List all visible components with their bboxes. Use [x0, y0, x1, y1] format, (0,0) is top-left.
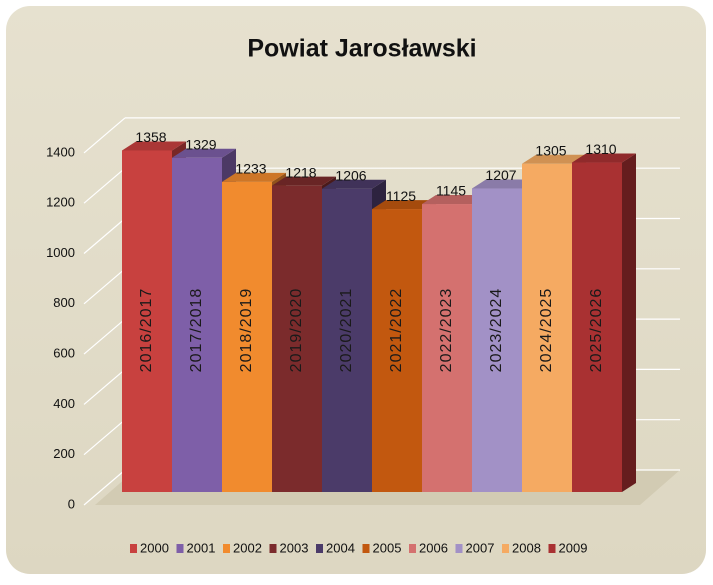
category-label: 2025/2026 [588, 288, 605, 373]
bar-side [622, 153, 636, 492]
category-label: 2016/2017 [138, 288, 155, 373]
y-tick-label: 200 [53, 446, 75, 461]
bar-top [272, 176, 336, 186]
legend-swatch [130, 544, 137, 553]
bar-top [422, 195, 486, 205]
value-label: 1207 [485, 167, 516, 183]
y-tick-label: 1400 [46, 144, 75, 159]
bar [272, 185, 322, 492]
category-label: 2020/2021 [338, 288, 355, 373]
legend-swatch [223, 544, 230, 553]
bar-top [322, 179, 386, 189]
category-label: 2017/2018 [188, 288, 205, 373]
legend-label: 2004 [326, 540, 355, 555]
bar [172, 157, 222, 492]
category-label: 2021/2022 [388, 288, 405, 373]
grid-line [83, 419, 126, 456]
bar [222, 181, 272, 492]
value-label: 1358 [135, 129, 166, 145]
y-tick-label: 400 [53, 396, 75, 411]
legend-swatch [409, 544, 416, 553]
value-label: 1218 [285, 164, 316, 180]
y-tick-label: 1200 [46, 195, 75, 210]
bar-top [372, 200, 436, 210]
y-tick-label: 800 [53, 295, 75, 310]
value-label: 1233 [235, 161, 266, 177]
legend-swatch [455, 544, 463, 553]
category-label: 2019/2020 [288, 288, 305, 373]
legend-label: 2006 [419, 540, 448, 555]
bar-top [572, 153, 636, 163]
legend-label: 2007 [466, 540, 495, 555]
category-label: 2022/2023 [438, 288, 455, 373]
bar-top [122, 141, 186, 151]
bar [472, 188, 522, 492]
grid-line [83, 218, 126, 254]
category-label: 2023/2024 [488, 288, 505, 373]
bar-top [472, 179, 536, 189]
legend-label: 2000 [140, 540, 169, 555]
legend-swatch [548, 544, 556, 553]
legend-label: 2005 [373, 540, 402, 555]
bar [322, 188, 372, 493]
bar [372, 209, 422, 492]
grid-line [83, 469, 126, 506]
y-tick-label: 0 [68, 496, 75, 511]
legend-swatch [176, 544, 184, 553]
bar [522, 163, 572, 493]
grid-line [83, 268, 126, 305]
value-label: 1206 [335, 167, 366, 183]
bar [422, 204, 472, 492]
grid-line [83, 318, 126, 355]
bar [572, 162, 622, 492]
legend-label: 2002 [233, 540, 262, 555]
legend-swatch [269, 544, 277, 553]
y-tick-label: 1000 [46, 245, 75, 260]
legend-label: 2008 [512, 540, 541, 555]
bar-top [522, 154, 586, 164]
value-label: 1305 [535, 142, 566, 158]
bar-top [172, 148, 236, 158]
y-tick-label: 600 [53, 346, 75, 361]
bar [122, 150, 172, 492]
grid-line [83, 167, 126, 204]
grid-line [83, 117, 126, 154]
value-label: 1125 [386, 188, 416, 204]
chart-title: Powiat Jarosławski [247, 35, 476, 63]
bar-top [222, 172, 286, 182]
legend-label: 2001 [187, 540, 216, 555]
legend-label: 2003 [280, 540, 309, 555]
legend-swatch [362, 544, 370, 553]
value-label: 1145 [436, 183, 466, 199]
legend-label: 2009 [559, 540, 588, 555]
value-label: 1310 [585, 141, 616, 157]
category-label: 2018/2019 [238, 288, 255, 373]
legend-swatch [316, 544, 323, 553]
value-label: 1329 [185, 136, 216, 152]
legend-swatch [502, 544, 509, 553]
grid-line [83, 368, 126, 405]
category-label: 2024/2025 [538, 288, 555, 373]
